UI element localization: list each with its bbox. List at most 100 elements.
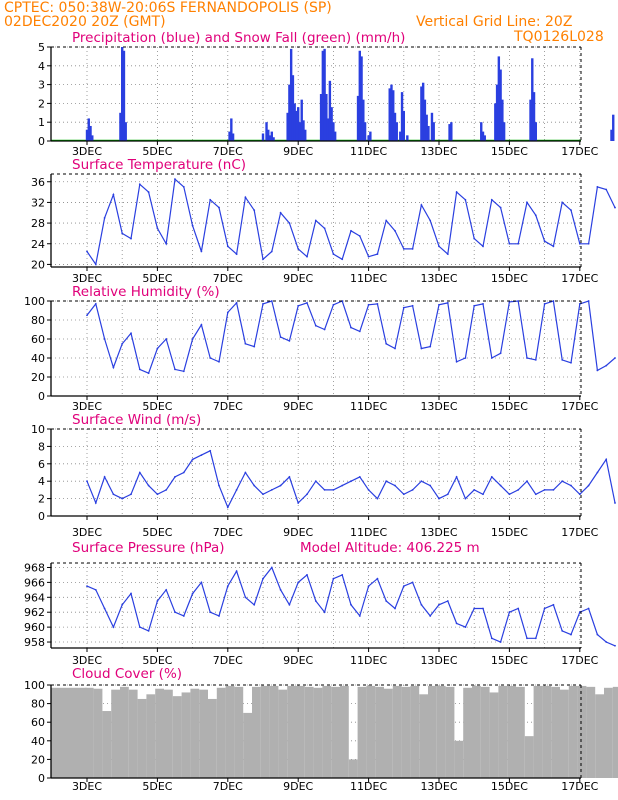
y-tick-label: 5 — [38, 41, 45, 54]
x-tick-label: 17DEC — [561, 780, 598, 793]
data-point-29 — [341, 574, 344, 576]
panel-5: 0 20 40 60 80 100 3DEC 5DEC 7DEC 9DEC 11DEC 13DEC 15… — [24, 666, 618, 793]
data-point-1 — [94, 588, 97, 591]
cloud-column-11 — [181, 692, 191, 778]
y-tick-label: 40 — [31, 352, 45, 365]
panel-title: Cloud Cover (%) — [72, 666, 182, 682]
cloud-column-54 — [560, 689, 569, 778]
precip-bar-22 — [295, 110, 298, 141]
header-grid-note: Vertical Grid Line: 20Z — [416, 14, 572, 30]
precip-bar-2 — [89, 125, 92, 141]
data-point-18 — [244, 196, 247, 199]
precip-bar-8 — [228, 131, 231, 141]
data-point-15 — [218, 360, 220, 363]
header-model-code: TQ0126L028 — [513, 29, 604, 45]
data-point-48 — [508, 611, 511, 614]
x-tick-label: 11DEC — [350, 526, 387, 539]
x-tick-label: 7DEC — [213, 400, 243, 413]
data-point-20 — [262, 302, 264, 305]
data-point-0 — [86, 480, 88, 483]
data-point-41 — [446, 493, 449, 496]
cloud-column-9 — [164, 689, 173, 778]
data-point-56 — [578, 611, 581, 614]
y-tick-label: 1 — [38, 116, 45, 129]
y-tick-label: 80 — [31, 314, 45, 327]
cloud-column-39 — [428, 685, 437, 778]
data-point-53 — [552, 489, 555, 491]
x-tick-label: 11DEC — [350, 780, 387, 793]
data-point-19 — [253, 484, 256, 487]
data-point-46 — [490, 357, 493, 359]
data-point-13 — [200, 581, 203, 584]
x-tick-label: 15DEC — [491, 145, 528, 158]
precip-bar-17 — [286, 112, 289, 141]
x-tick-label: 3DEC — [72, 145, 102, 158]
data-point-60 — [614, 502, 616, 504]
data-point-23 — [288, 475, 291, 478]
data-point-43 — [464, 626, 467, 629]
data-point-32 — [367, 303, 370, 306]
data-point-47 — [499, 206, 502, 209]
data-point-28 — [332, 253, 335, 255]
header-date: 02DEC2020 20Z (GMT) — [4, 14, 166, 30]
data-point-36 — [402, 248, 405, 250]
y-tick-label: 20 — [31, 371, 45, 384]
precip-bar-40 — [362, 99, 365, 141]
precip-bar-56 — [425, 114, 428, 141]
x-tick-label: 5DEC — [142, 400, 172, 413]
precip-bar-15 — [270, 131, 273, 141]
data-point-9 — [165, 588, 168, 591]
data-point-31 — [358, 475, 361, 478]
x-tick-label: 17DEC — [561, 526, 598, 539]
data-point-8 — [156, 347, 159, 350]
cloud-column-57 — [586, 686, 596, 778]
x-tick-label: 5DEC — [142, 526, 172, 539]
cloud-column-59 — [604, 687, 613, 778]
data-point-24 — [297, 248, 300, 250]
data-point-2 — [103, 338, 106, 340]
x-tick-label: 7DEC — [213, 272, 243, 285]
y-tick-label: 20 — [31, 258, 45, 271]
data-point-34 — [385, 480, 388, 483]
cloud-column-20 — [260, 685, 270, 778]
data-point-55 — [570, 361, 572, 364]
cloud-column-52 — [542, 685, 552, 778]
precip-bar-23 — [297, 107, 300, 141]
data-point-28 — [332, 577, 335, 580]
data-point-26 — [314, 600, 317, 602]
y-tick-label: 4 — [38, 475, 45, 488]
precip-bar-14 — [268, 135, 272, 141]
cloud-column-18 — [243, 712, 252, 778]
y-tick-label: 966 — [24, 576, 45, 589]
y-tick-label: 2 — [38, 97, 45, 110]
panel-0: 0 1 2 3 4 5 3DEC 5DEC 7DEC 9DEC 11DEC 13DEC 15DEC 17D… — [38, 30, 615, 158]
precip-bar-64 — [483, 135, 486, 141]
data-point-44 — [473, 237, 476, 240]
data-point-31 — [358, 330, 361, 333]
cloud-column-21 — [269, 685, 279, 778]
data-point-8 — [156, 227, 159, 230]
precip-bar-44 — [388, 88, 391, 141]
data-point-54 — [561, 201, 564, 204]
precip-bar-41 — [363, 122, 367, 141]
data-point-44 — [473, 607, 476, 610]
data-point-30 — [350, 229, 352, 232]
precip-bar-36 — [333, 131, 337, 141]
y-tick-label: 0 — [38, 390, 45, 403]
cloud-column-0 — [84, 687, 94, 778]
cloud-column-14 — [208, 698, 217, 778]
y-tick-label: 10 — [31, 423, 45, 436]
data-point-19 — [253, 603, 256, 606]
x-tick-label: 7DEC — [213, 780, 243, 793]
data-point-30 — [350, 326, 352, 329]
precip-bar-63 — [481, 131, 485, 141]
data-point-17 — [235, 302, 238, 304]
data-point-38 — [420, 603, 423, 606]
cloud-column-32 — [366, 685, 376, 778]
data-point-60 — [614, 357, 616, 359]
precip-bar-13 — [267, 129, 270, 141]
cloud-column-31 — [357, 686, 367, 778]
data-point-58 — [596, 633, 599, 636]
cloud-column-4 — [120, 686, 129, 778]
data-point-6 — [138, 626, 141, 629]
